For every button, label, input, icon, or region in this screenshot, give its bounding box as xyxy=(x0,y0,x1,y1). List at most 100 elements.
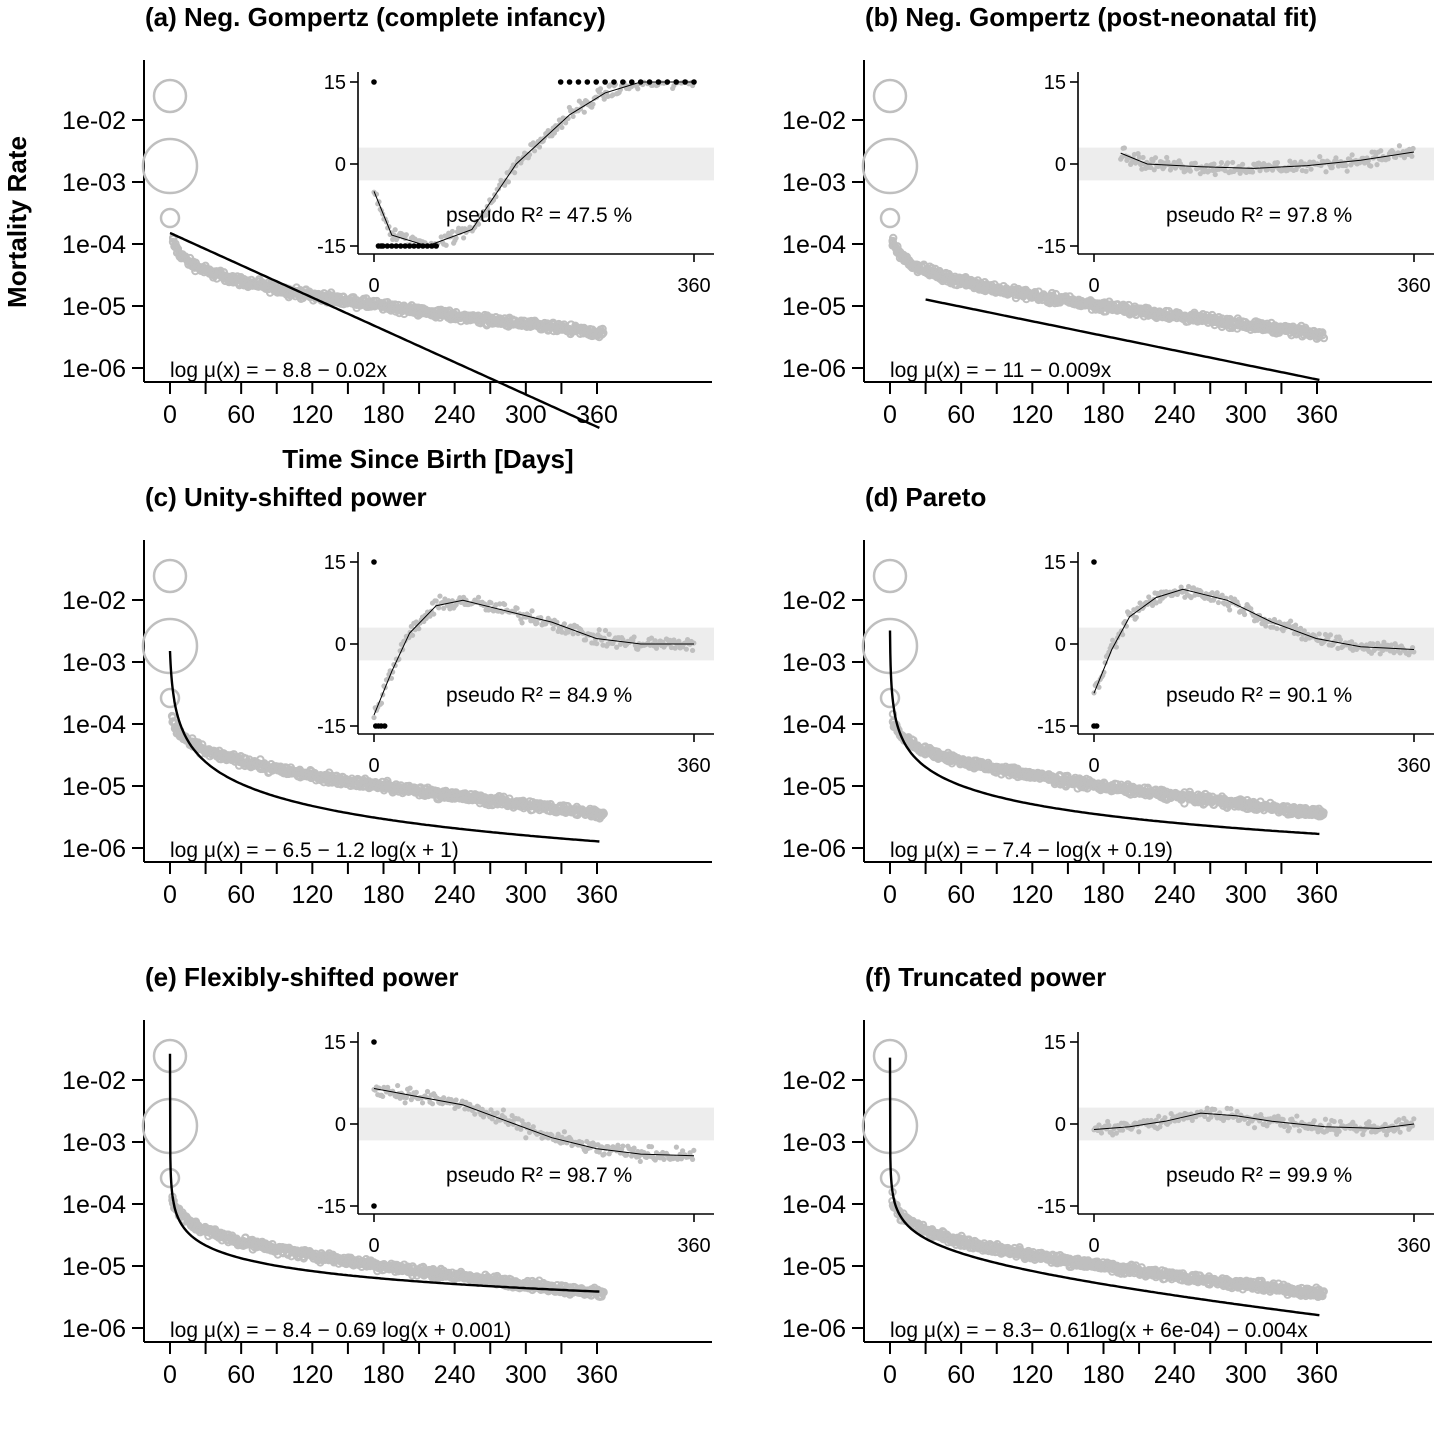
residual-points xyxy=(371,79,697,249)
y-tick-label: 1e-03 xyxy=(782,169,846,197)
inset-x-tick-label: 0 xyxy=(1088,755,1099,777)
equation-label: log μ(x) = − 8.8 − 0.02x xyxy=(170,359,387,382)
day2-circle xyxy=(159,207,181,229)
x-tick-label: 0 xyxy=(883,401,897,429)
residual-point xyxy=(683,646,689,652)
residual-point xyxy=(1140,154,1146,161)
equation-label: log μ(x) = − 8.4 − 0.69 log(x + 0.001) xyxy=(170,1319,511,1342)
inset-x-tick-label: 360 xyxy=(677,755,710,777)
clipped-residual-point xyxy=(380,243,386,249)
clipped-residual-point xyxy=(611,79,617,85)
residual-point xyxy=(419,1100,426,1106)
residual-point xyxy=(409,632,416,638)
residual-point xyxy=(433,598,439,604)
inset-y-tick-label: 0 xyxy=(335,154,346,176)
clipped-residual-point xyxy=(1091,559,1097,565)
panel-title: (e) Flexibly-shifted power xyxy=(145,962,459,992)
residual-point xyxy=(1349,152,1355,158)
inset-y-tick-label: -15 xyxy=(1037,236,1066,258)
clipped-residual-point xyxy=(406,243,413,249)
clipped-residual-point xyxy=(381,723,388,729)
x-tick-label: 360 xyxy=(1296,881,1338,909)
x-tick-label: 120 xyxy=(1011,401,1053,429)
residual-point xyxy=(1218,160,1225,166)
x-tick-label: 360 xyxy=(576,401,618,429)
inset-y-tick-label: -15 xyxy=(317,1196,346,1218)
residual-point xyxy=(1329,165,1335,171)
y-tick-label: 1e-06 xyxy=(782,355,846,383)
residual-point xyxy=(1288,618,1294,624)
y-tick-label: 1e-05 xyxy=(62,1253,126,1281)
residual-point xyxy=(1215,599,1222,606)
residual-point xyxy=(437,593,443,599)
panel-b: (b) Neg. Gompertz (post-neonatal fit)1e-… xyxy=(782,2,1434,429)
observed-point xyxy=(599,328,608,338)
residual-point xyxy=(536,144,543,150)
residual-point xyxy=(429,1101,436,1107)
x-tick-label: 0 xyxy=(883,881,897,909)
equation-label: log μ(x) = − 11 − 0.009x xyxy=(890,359,1112,382)
y-tick-label: 1e-04 xyxy=(782,231,846,259)
residual-point xyxy=(606,631,612,637)
residual-point xyxy=(514,605,520,611)
x-tick-label: 180 xyxy=(363,881,405,909)
residual-point xyxy=(407,1085,413,1091)
residual-point xyxy=(1374,162,1380,168)
x-tick-label: 120 xyxy=(291,881,333,909)
inset-y-tick-label: 15 xyxy=(324,1032,346,1054)
observed-points xyxy=(888,709,1328,821)
y-tick-label: 1e-02 xyxy=(782,587,846,615)
x-tick-label: 180 xyxy=(1083,401,1125,429)
day1-circle xyxy=(861,137,919,195)
residual-point xyxy=(1411,649,1417,655)
y-tick-label: 1e-02 xyxy=(62,587,126,615)
residual-point xyxy=(519,620,525,626)
observed-points xyxy=(888,233,1329,343)
x-tick-label: 60 xyxy=(227,401,255,429)
residual-point xyxy=(1343,162,1349,169)
equation-label: log μ(x) = − 7.4 − log(x + 0.19) xyxy=(890,839,1173,862)
inset-y-tick-label: -15 xyxy=(317,236,346,258)
residual-point xyxy=(631,634,637,640)
residual-point xyxy=(1241,611,1248,618)
residual-point xyxy=(488,600,494,606)
r2-label: pseudo R² = 84.9 % xyxy=(446,684,632,707)
x-tick-label: 120 xyxy=(1011,881,1053,909)
x-tick-label: 300 xyxy=(505,401,547,429)
residual-point xyxy=(485,207,492,214)
clipped-residual-point xyxy=(557,79,564,85)
clipped-residual-point xyxy=(388,243,395,249)
r2-label: pseudo R² = 90.1 % xyxy=(1166,684,1352,707)
y-tick-label: 1e-06 xyxy=(782,835,846,863)
y-tick-label: 1e-06 xyxy=(62,1315,126,1343)
residual-point xyxy=(1317,154,1323,160)
inset-y-tick-label: 15 xyxy=(324,72,346,94)
residual-smooth-line xyxy=(373,81,694,247)
residual-point xyxy=(461,235,467,241)
clipped-residual-point xyxy=(433,243,440,249)
residual-point xyxy=(453,235,459,241)
y-tick-label: 1e-04 xyxy=(62,711,126,739)
residual-point xyxy=(1263,623,1269,629)
residual-point xyxy=(582,637,589,643)
residual-point xyxy=(475,221,482,227)
equation-label: log μ(x) = − 6.5 − 1.2 log(x + 1) xyxy=(170,839,459,862)
y-tick-label: 1e-04 xyxy=(62,231,126,259)
residual-point xyxy=(1164,154,1170,161)
clipped-residual-point xyxy=(593,79,600,85)
y-tick-label: 1e-03 xyxy=(62,169,126,197)
residual-point xyxy=(601,96,607,102)
inset-y-tick-label: -15 xyxy=(317,716,346,738)
clipped-residual-point xyxy=(411,243,417,249)
x-tick-label: 180 xyxy=(1083,881,1125,909)
inset-y-tick-label: 0 xyxy=(1055,634,1066,656)
residual-point xyxy=(472,224,478,230)
residual-point xyxy=(475,594,482,600)
x-tick-label: 240 xyxy=(1154,401,1196,429)
residual-point xyxy=(1240,161,1246,167)
clipped-residual-point xyxy=(397,243,404,249)
